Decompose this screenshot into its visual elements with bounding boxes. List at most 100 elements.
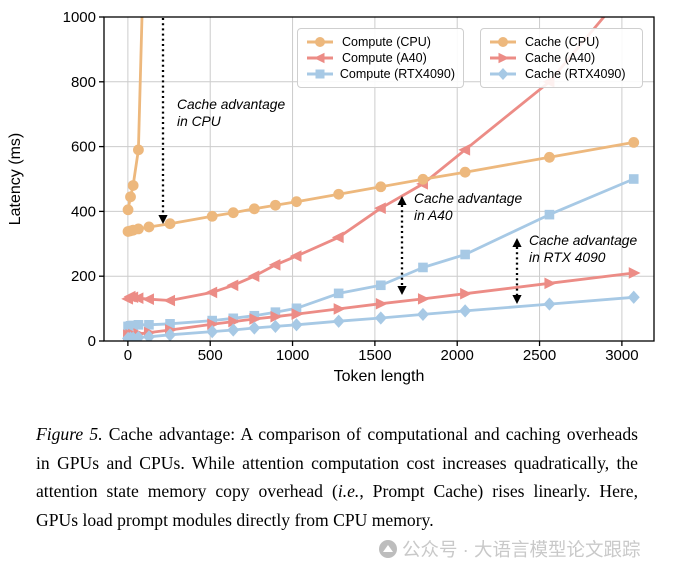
marker-cache-cpu xyxy=(333,188,345,200)
legend-marker-diamond-icon xyxy=(490,68,516,80)
marker-cache-a40 xyxy=(291,308,304,320)
y-tick-label: 600 xyxy=(71,139,96,156)
legend-item-cache-rtx4090: Cache (RTX4090) xyxy=(488,66,634,82)
marker-compute-rtx4090 xyxy=(270,307,281,317)
marker-cache-cpu xyxy=(248,203,260,215)
legend-label: Cache (A40) xyxy=(525,51,596,65)
marker-cache-a40 xyxy=(628,267,641,279)
x-axis-label: Token length xyxy=(334,368,425,385)
figure-caption: Figure 5. Cache advantage: A comparison … xyxy=(36,420,638,535)
marker-compute-a40 xyxy=(268,259,281,271)
marker-compute-a40 xyxy=(458,144,471,156)
y-tick-label: 1000 xyxy=(63,9,96,26)
annotation-text: Cache advantage xyxy=(529,233,637,248)
axes: 0 500 1000 1500 2000 2500 3000 0 200 400 600 800 100… xyxy=(7,9,655,385)
marker-cache-a40 xyxy=(375,297,388,310)
x-tick-label: 2000 xyxy=(441,347,474,364)
legend-label: Cache (RTX4090) xyxy=(525,67,626,81)
annotation-text: Cache advantage xyxy=(414,191,522,206)
legend-item-cache-cpu: Cache (CPU) xyxy=(488,34,634,50)
marker-cache-rtx4090 xyxy=(132,330,145,341)
marker-compute-rtx4090 xyxy=(544,209,555,220)
y-axis-label: Latency (ms) xyxy=(7,133,24,225)
arrowhead-down-icon xyxy=(158,215,168,224)
legend-cache: Cache (CPU) Cache (A40) Cache (RTX4090) xyxy=(480,28,643,88)
latency-chart: 0 500 1000 1500 2000 2500 3000 0 200 400 600 800 100… xyxy=(7,9,655,385)
marker-compute-a40 xyxy=(142,293,154,306)
legend-marker-triangle-left-icon xyxy=(307,52,333,64)
marker-cache-rtx4090 xyxy=(416,307,429,322)
annotation: Cache advantage in RTX 4090 xyxy=(512,233,637,304)
marker-cache-a40 xyxy=(417,293,430,305)
annotation: Cache advantage in A40 xyxy=(397,191,522,295)
chart-canvas: 0 500 1000 1500 2000 2500 3000 0 200 400 600 800 100… xyxy=(7,9,655,385)
marker-compute-rtx4090 xyxy=(207,315,217,326)
marker-cache-rtx4090 xyxy=(206,325,219,339)
arrowhead-up-icon xyxy=(397,196,407,205)
marker-cache-rtx4090 xyxy=(290,318,303,332)
legend-compute: Compute (CPU) Compute (A40) Compute (RTX40… xyxy=(297,28,464,88)
marker-cache-rtx4090 xyxy=(248,321,261,335)
marker-compute-cpu xyxy=(122,204,134,216)
legend-item-compute-a40: Compute (A40) xyxy=(305,50,455,66)
y-tick-label: 400 xyxy=(71,203,96,220)
legend-item-compute-rtx4090: Compute (RTX4090) xyxy=(305,66,455,82)
marker-compute-cpu xyxy=(133,144,144,156)
marker-compute-rtx4090 xyxy=(291,303,302,314)
marker-cache-a40 xyxy=(460,287,472,300)
marker-cache-rtx4090 xyxy=(227,323,240,337)
y-tick-label: 200 xyxy=(71,268,96,285)
y-tick-label: 0 xyxy=(88,333,96,350)
series-group xyxy=(121,17,641,341)
marker-cache-rtx4090 xyxy=(374,311,387,325)
caption-text-1: Cache advantage: A comparison of computa… xyxy=(36,424,639,502)
marker-cache-cpu xyxy=(628,136,640,148)
x-tick-label: 1500 xyxy=(358,347,391,364)
legend-marker-circle-icon xyxy=(490,37,516,47)
plot-border xyxy=(103,16,655,342)
marker-cache-cpu xyxy=(270,199,281,211)
marker-cache-a40 xyxy=(544,277,557,290)
wechat-icon xyxy=(379,540,397,558)
caption-ie: i.e. xyxy=(337,481,360,502)
marker-compute-rtx4090 xyxy=(418,262,428,273)
marker-cache-rtx4090 xyxy=(269,319,282,334)
annotation-text: in RTX 4090 xyxy=(529,250,606,265)
legend-marker-triangle-right-icon xyxy=(490,52,516,64)
x-tick-label: 1000 xyxy=(276,347,309,364)
marker-compute-rtx4090 xyxy=(144,320,154,330)
marker-cache-cpu xyxy=(227,207,239,219)
marker-cache-rtx4090 xyxy=(627,290,640,304)
marker-compute-rtx4090 xyxy=(165,319,175,329)
marker-cache-a40 xyxy=(249,313,262,325)
marker-cache-cpu xyxy=(459,166,471,178)
arrowhead-up-icon xyxy=(512,238,522,247)
legend-marker-square-icon xyxy=(307,69,333,79)
marker-compute-a40 xyxy=(331,231,344,244)
watermark-text: 公众号 · 大语言模型论文跟踪 xyxy=(402,539,641,560)
annotation-text: in A40 xyxy=(414,208,453,223)
annotation-text: in CPU xyxy=(177,114,222,129)
marker-compute-cpu xyxy=(125,191,136,203)
marker-cache-rtx4090 xyxy=(543,297,556,311)
x-tick-label: 3000 xyxy=(605,347,638,364)
marker-cache-rtx4090 xyxy=(142,330,155,341)
marker-compute-a40 xyxy=(126,291,139,304)
marker-compute-a40 xyxy=(226,279,239,292)
legend-label: Compute (A40) xyxy=(342,51,427,65)
marker-cache-a40 xyxy=(333,303,346,315)
marker-compute-rtx4090 xyxy=(128,320,138,331)
marker-compute-rtx4090 xyxy=(376,280,386,291)
marker-compute-a40 xyxy=(163,294,176,307)
marker-cache-cpu xyxy=(164,218,176,230)
marker-compute-rtx4090 xyxy=(333,288,344,299)
legend-label: Compute (CPU) xyxy=(342,35,431,49)
marker-compute-rtx4090 xyxy=(628,174,639,184)
marker-compute-a40 xyxy=(131,292,144,305)
marker-cache-rtx4090 xyxy=(332,314,345,328)
marker-cache-cpu xyxy=(544,151,555,163)
marker-cache-rtx4090 xyxy=(164,328,177,341)
legend-item-cache-a40: Cache (A40) xyxy=(488,50,634,66)
figure-label: Figure 5. xyxy=(36,424,103,444)
